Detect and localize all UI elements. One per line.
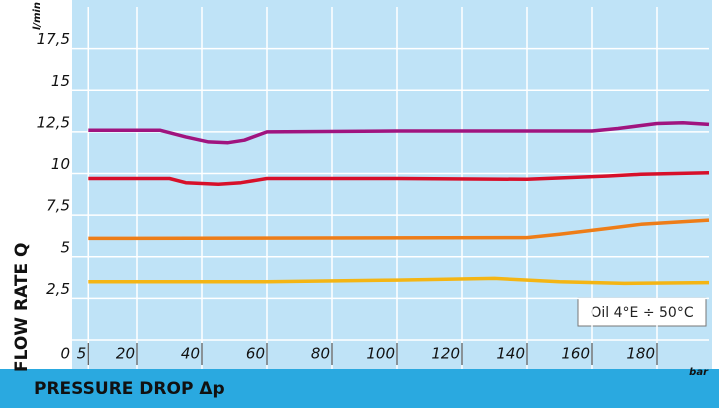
y-tick-label: 15 — [51, 72, 70, 90]
x-tick-label: 60 — [246, 345, 265, 363]
x-tick-label: 120 — [431, 345, 460, 363]
series-line — [88, 218, 710, 241]
x-tick-label: 100 — [366, 345, 395, 363]
x-axis-label: PRESSURE DROP Δp — [34, 379, 225, 399]
series-line — [88, 276, 710, 286]
x-tick-label: 40 — [181, 345, 200, 363]
x-tick-label: 140 — [496, 345, 525, 363]
x-tick-label: 160 — [561, 345, 590, 363]
series-line — [88, 170, 710, 187]
x-tick-label: 80 — [311, 345, 330, 363]
y-axis-label: FLOW RATE Q — [12, 243, 32, 372]
series-line — [88, 120, 710, 145]
y-tick-label: 5 — [60, 238, 70, 256]
annotation: Oil 4°E ÷ 50°C — [590, 305, 693, 321]
y-tick-label: 0 — [60, 345, 70, 363]
x-unit: bar — [689, 367, 709, 378]
y-tick-label: 10 — [51, 155, 70, 173]
x-tick-label: 5 — [77, 345, 87, 363]
y-tick-label: 17,5 — [37, 30, 70, 48]
y-tick-label: 12,5 — [37, 113, 70, 131]
y-unit: l/min — [32, 2, 43, 30]
x-label-band — [0, 369, 719, 408]
annotation-box — [577, 297, 707, 327]
x-tick-label: 20 — [116, 345, 135, 363]
x-tick-label: 180 — [626, 345, 655, 363]
y-tick-label: 7,5 — [46, 197, 70, 215]
y-tick-label: 2,5 — [46, 280, 70, 298]
